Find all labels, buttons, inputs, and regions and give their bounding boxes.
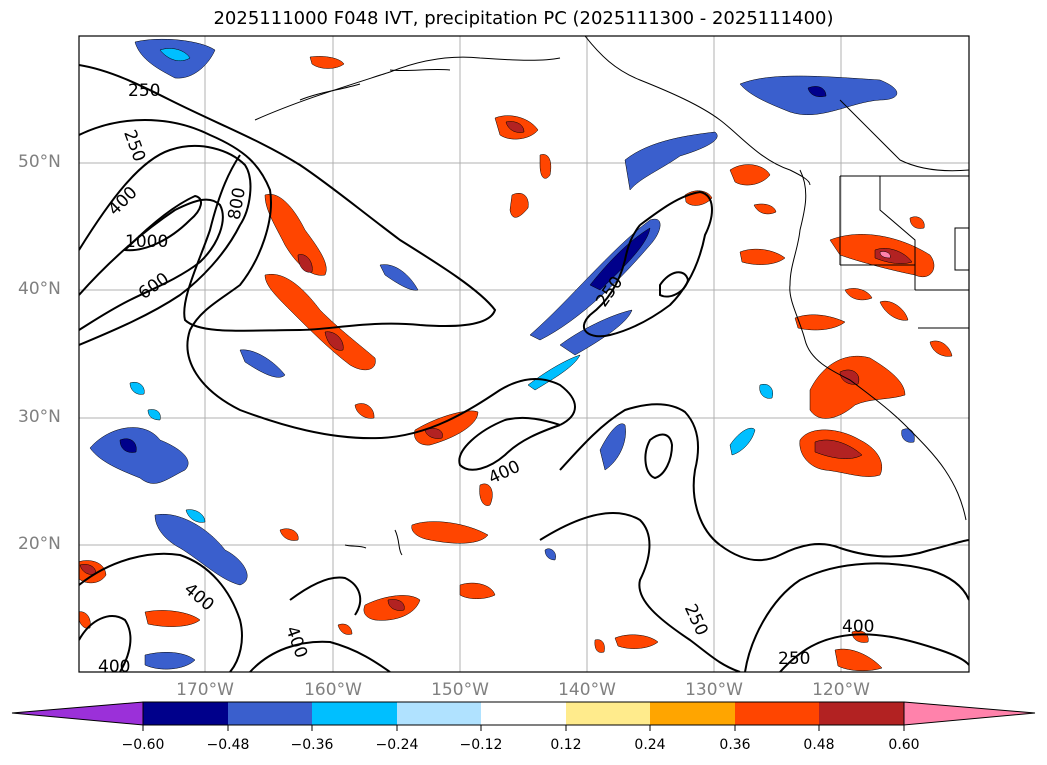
lat-label-40n: 40°N bbox=[18, 279, 61, 299]
lon-label-160w: 160°W bbox=[304, 680, 362, 700]
plot-frame bbox=[78, 35, 970, 673]
colorbar-under-arrow bbox=[11, 701, 144, 726]
colorbar-tick-label: −0.12 bbox=[459, 737, 503, 753]
contour-label: 400 bbox=[180, 579, 218, 615]
lon-label-140w: 140°W bbox=[558, 680, 616, 700]
contour-label: 600 bbox=[135, 269, 173, 304]
contour-label: 250 bbox=[119, 127, 149, 164]
colorbar-segment bbox=[312, 702, 397, 725]
colorbar-segment bbox=[650, 702, 735, 725]
colorbar-tick-label: 0.60 bbox=[888, 737, 920, 753]
plot-area bbox=[79, 36, 969, 672]
colorbar-segment bbox=[819, 702, 904, 725]
colorbar-tick-label: 0.36 bbox=[719, 737, 751, 753]
lat-label-20n: 20°N bbox=[18, 534, 61, 554]
colorbar-tick-label: −0.24 bbox=[375, 737, 419, 753]
colorbar-segment bbox=[397, 702, 482, 725]
negative-precip-areas bbox=[89, 38, 915, 670]
lon-label-150w: 150°W bbox=[431, 680, 489, 700]
colorbar bbox=[11, 701, 1036, 731]
colorbar-tick-label: −0.60 bbox=[121, 737, 165, 753]
contour-label: 250 bbox=[680, 601, 712, 639]
contour-label: 1000 bbox=[125, 232, 168, 252]
colorbar-over-arrow bbox=[903, 701, 1036, 726]
contour-label: 250 bbox=[128, 81, 160, 101]
lon-label-170w: 170°W bbox=[176, 680, 234, 700]
colorbar-tick-label: −0.36 bbox=[290, 737, 334, 753]
positive-precip-areas bbox=[79, 56, 953, 671]
colorbar-tick-label: 0.24 bbox=[634, 737, 666, 753]
colorbar-segment bbox=[481, 702, 566, 725]
lat-label-30n: 30°N bbox=[18, 407, 61, 427]
colorbar-segment bbox=[566, 702, 651, 725]
contour-label: 800 bbox=[225, 186, 250, 221]
ivt-contours bbox=[79, 64, 969, 672]
map-title: 2025111000 F048 IVT, precipitation PC (2… bbox=[213, 8, 834, 29]
colorbar-segment bbox=[143, 702, 228, 725]
contour-label: 250 bbox=[778, 649, 810, 669]
contour-label: 400 bbox=[104, 183, 141, 220]
contour-label: 400 bbox=[98, 657, 130, 677]
contour-label: 400 bbox=[281, 624, 311, 661]
lat-label-50n: 50°N bbox=[18, 152, 61, 172]
lon-label-120w: 120°W bbox=[812, 680, 870, 700]
lon-label-130w: 130°W bbox=[685, 680, 743, 700]
colorbar-tick-label: −0.48 bbox=[206, 737, 250, 753]
colorbar-tick-label: 0.12 bbox=[550, 737, 582, 753]
contour-label: 400 bbox=[842, 617, 874, 637]
colorbar-tick-label: 0.48 bbox=[803, 737, 835, 753]
coastlines bbox=[254, 36, 969, 556]
colorbar-segment bbox=[228, 702, 313, 725]
contour-label: 400 bbox=[486, 457, 524, 489]
colorbar-segment bbox=[735, 702, 820, 725]
